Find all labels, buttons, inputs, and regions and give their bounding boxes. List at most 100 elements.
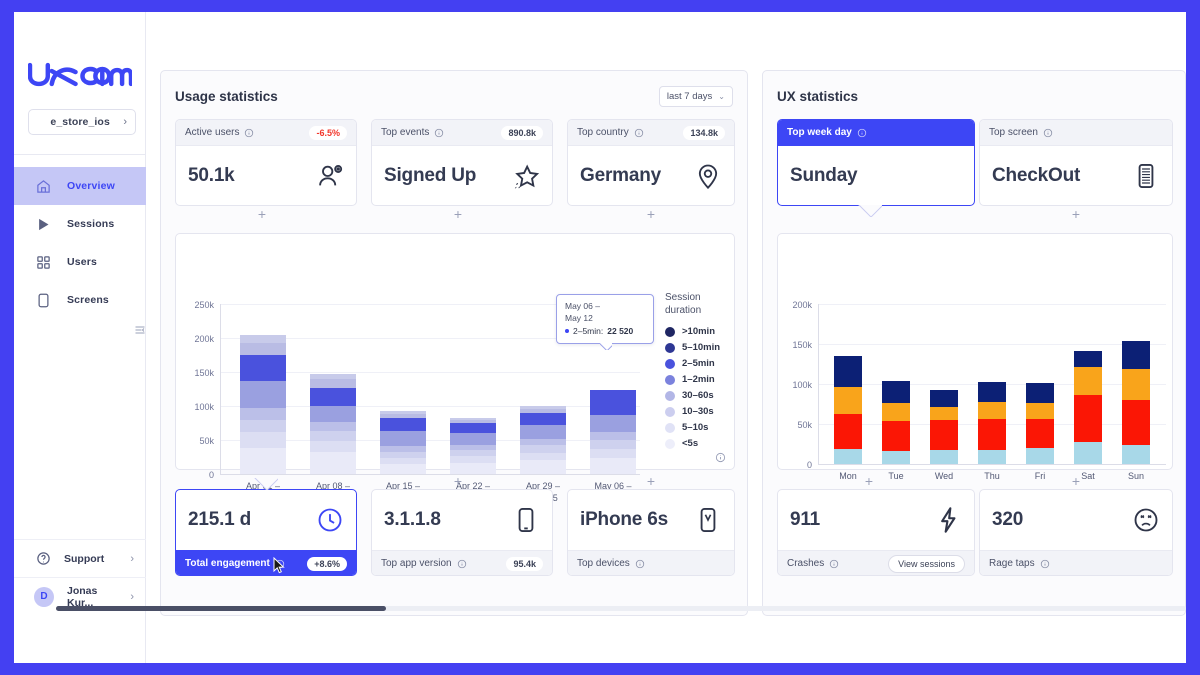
bar-apr-15[interactable] — [380, 411, 426, 474]
kpi-card-total-engagement[interactable]: 215.1 d Total engagement +8.6% — [175, 489, 357, 576]
bar-segment — [590, 440, 636, 449]
legend-label: 10–30s — [682, 406, 714, 417]
add-card-icon[interactable]: + — [864, 473, 874, 489]
sidebar-item-account[interactable]: D Jonas Kur... › — [14, 577, 146, 615]
kpi-card-top-devices[interactable]: iPhone 6s Top devices — [567, 489, 735, 576]
info-icon[interactable] — [1043, 128, 1053, 138]
kpi-card-active-users[interactable]: Active users -6.5% 50.1k — [175, 119, 357, 206]
kpi-card-top-country[interactable]: Top country 134.8k Germany — [567, 119, 735, 206]
bar-sat[interactable] — [1074, 351, 1102, 464]
add-card-icon[interactable]: + — [646, 206, 656, 222]
kpi-body: Germany — [568, 146, 734, 205]
bar-thu[interactable] — [978, 381, 1006, 464]
bar-segment — [520, 445, 566, 453]
phone-icon — [512, 506, 540, 534]
add-card-icon[interactable]: + — [1071, 206, 1081, 222]
legend-item[interactable]: 10–30s — [665, 406, 714, 417]
info-icon[interactable] — [857, 128, 867, 138]
gridline — [220, 372, 640, 373]
kpi-footer: Top devices — [568, 550, 734, 575]
bar-segment — [380, 445, 426, 452]
question-circle-icon — [36, 551, 51, 566]
screen-icon — [36, 293, 51, 308]
bar-segment — [450, 463, 496, 474]
bar-segment — [978, 402, 1006, 420]
kpi-value: iPhone 6s — [580, 509, 668, 530]
add-card-icon[interactable]: + — [453, 473, 463, 489]
bar-sun[interactable] — [1122, 340, 1150, 464]
bar-segment — [240, 419, 286, 432]
bar-fri[interactable] — [1026, 383, 1054, 464]
status-badge: 134.8k — [683, 125, 725, 140]
bar-segment — [310, 379, 356, 388]
add-card-icon[interactable]: + — [453, 206, 463, 222]
bar-segment — [834, 448, 862, 464]
y-tick-label: 150k — [792, 340, 812, 350]
kpi-card-top-app-version[interactable]: 3.1.1.8 Top app version 95.4k — [371, 489, 553, 576]
scrollbar-thumb[interactable] — [56, 606, 386, 611]
kpi-card-top-screen[interactable]: Top screen CheckOut — [979, 119, 1173, 206]
kpi-value: 320 — [992, 509, 1024, 530]
x-tick-label: Sat — [1081, 471, 1095, 481]
kpi-body: CheckOut — [980, 146, 1172, 205]
legend-item[interactable]: 5–10s — [665, 422, 708, 433]
legend-item[interactable]: >10min — [665, 326, 715, 337]
info-icon[interactable] — [1040, 559, 1050, 569]
info-icon[interactable] — [634, 128, 644, 138]
legend-item[interactable]: 5–10min — [665, 342, 720, 353]
bar-tue[interactable] — [882, 380, 910, 464]
kpi-card-crashes[interactable]: 911 Crashes View sessions — [777, 489, 975, 576]
info-icon[interactable] — [244, 128, 254, 138]
sidebar-item-users[interactable]: Users — [14, 243, 146, 281]
legend-item[interactable]: 2–5min — [665, 358, 715, 369]
bar-segment — [310, 431, 356, 442]
y-tick-label: 0 — [208, 470, 214, 480]
bar-mon[interactable] — [834, 356, 862, 464]
bar-may-06[interactable] — [590, 390, 636, 474]
bar-segment — [978, 381, 1006, 403]
bar-segment — [380, 451, 426, 458]
sidebar-item-support[interactable]: Support › — [14, 539, 146, 577]
x-tick-label: Fri — [1034, 471, 1046, 481]
kpi-card-top-events[interactable]: Top events 890.8k Signed Up — [371, 119, 553, 206]
usage-statistics-panel: Usage statistics last 7 days ⌄ Active us… — [160, 70, 748, 616]
kpi-card-rage-taps[interactable]: 320 Rage taps — [979, 489, 1173, 576]
y-tick-label: 200k — [194, 334, 214, 344]
legend-swatch — [665, 390, 675, 401]
sidebar-item-sessions[interactable]: Sessions — [14, 205, 146, 243]
bar-apr-01[interactable] — [240, 335, 286, 474]
sidebar-item-overview[interactable]: Overview — [14, 167, 146, 205]
collapse-sidebar-icon[interactable] — [134, 324, 146, 336]
project-selector[interactable]: e_store_ios › — [28, 109, 136, 135]
info-icon[interactable] — [829, 559, 839, 569]
kpi-card-top-week-day[interactable]: Top week day Sunday — [777, 119, 975, 206]
sidebar-item-screens[interactable]: Screens — [14, 281, 146, 319]
horizontal-scrollbar[interactable] — [56, 606, 1186, 611]
project-name: e_store_ios — [50, 116, 110, 128]
date-range-select[interactable]: last 7 days ⌄ — [658, 86, 733, 107]
bar-segment — [450, 444, 496, 451]
add-card-icon[interactable]: + — [257, 206, 267, 222]
legend-item[interactable]: <5s — [665, 438, 698, 449]
kpi-footer: Rage taps — [980, 550, 1172, 575]
bar-segment — [310, 406, 356, 423]
bar-apr-22[interactable] — [450, 417, 496, 474]
info-icon[interactable] — [457, 559, 467, 569]
bar-apr-29[interactable] — [520, 406, 566, 474]
bar-wed[interactable] — [930, 389, 958, 464]
info-icon[interactable] — [434, 128, 444, 138]
home-icon — [36, 179, 51, 194]
legend-label: 2–5min — [682, 358, 715, 369]
add-card-icon[interactable]: + — [1071, 473, 1081, 489]
legend-label: 1–2min — [682, 374, 715, 385]
info-icon[interactable] — [635, 559, 645, 569]
info-icon[interactable] — [715, 452, 726, 463]
legend-item[interactable]: 1–2min — [665, 374, 715, 385]
view-sessions-button[interactable]: View sessions — [888, 554, 965, 573]
legend-item[interactable]: 30–60s — [665, 390, 714, 401]
add-card-icon[interactable]: + — [646, 473, 656, 489]
legend-label: 5–10s — [682, 422, 709, 433]
bar-apr-08[interactable] — [310, 374, 356, 474]
x-tick-line1: Apr 15 – — [385, 481, 421, 491]
kpi-value: CheckOut — [992, 165, 1081, 186]
